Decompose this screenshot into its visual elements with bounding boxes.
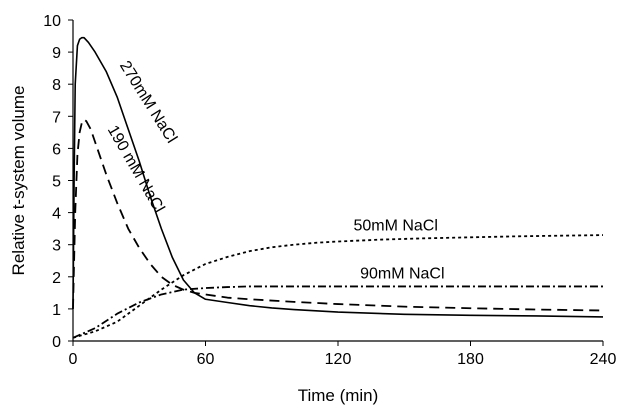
y-tick-label: 2 — [52, 270, 61, 287]
y-tick-label: 9 — [52, 45, 61, 62]
series-line-1 — [72, 118, 604, 312]
x-axis-title: Time (min) — [298, 386, 379, 405]
y-tick-label: 4 — [52, 206, 61, 223]
y-tick-label: 3 — [52, 238, 61, 255]
series-layer — [72, 36, 604, 339]
y-tick-label: 0 — [52, 334, 61, 351]
series-line-2 — [72, 234, 604, 339]
y-tick-label: 1 — [52, 302, 61, 319]
x-axis-ticks: 0 60 120 180 240 — [69, 341, 617, 368]
x-tick-label: 180 — [457, 351, 484, 368]
x-tick-label: 60 — [197, 351, 215, 368]
x-tick-label: 240 — [590, 351, 617, 368]
series-line-0 — [72, 36, 604, 318]
series-label-1: 190 mM NaCl — [104, 123, 168, 216]
x-tick-label: 0 — [69, 351, 78, 368]
series-label-3: 90mM NaCl — [360, 265, 444, 282]
series-label-2: 50mM NaCl — [353, 217, 437, 234]
y-axis-ticks: 0 1 2 3 4 5 6 7 8 9 10 — [43, 13, 73, 351]
y-tick-label: 8 — [52, 77, 61, 94]
y-tick-label: 6 — [52, 141, 61, 158]
x-tick-label: 120 — [325, 351, 352, 368]
y-axis-title: Relative t-system volume — [9, 86, 28, 276]
y-tick-label: 5 — [52, 174, 61, 191]
series-line-3 — [72, 285, 603, 339]
y-tick-label: 7 — [52, 109, 61, 126]
y-tick-label: 10 — [43, 13, 61, 30]
